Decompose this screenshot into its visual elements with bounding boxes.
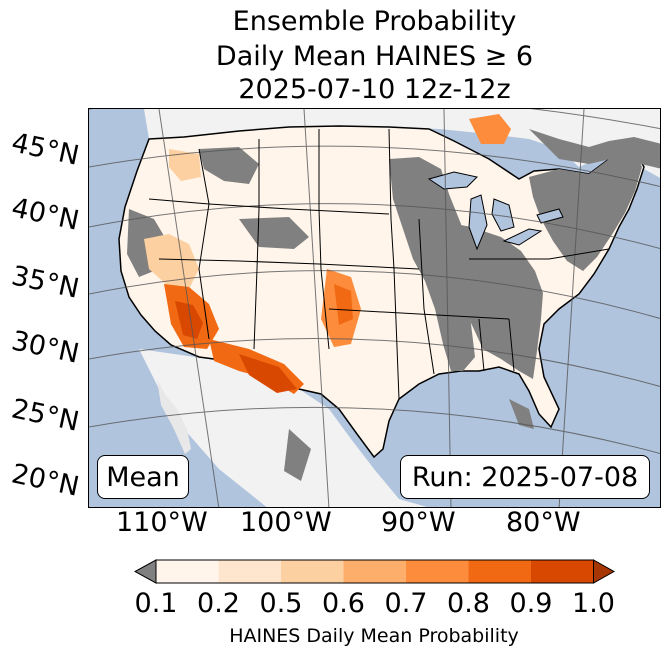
prob-region-idaho — [169, 149, 201, 181]
colorbar-label: HAINES Daily Mean Probability — [229, 625, 519, 647]
prob-region-nevada — [144, 234, 199, 289]
gridline-lon-90 — [443, 109, 452, 507]
lon-label-110w: 110°W — [116, 507, 208, 538]
colorbar-tick-3: 0.6 — [322, 588, 365, 619]
gridline-lat-45 — [89, 109, 660, 130]
gray-region-great-basin — [239, 217, 309, 249]
baja-peninsula — [157, 379, 191, 454]
colorbar-tick-2: 0.5 — [259, 588, 303, 619]
gridline-lon-100 — [303, 109, 330, 507]
gridlines — [89, 109, 660, 507]
canada-land — [144, 109, 660, 178]
lat-label-30n: 30°N — [8, 325, 82, 370]
colorbar-tick-5: 0.8 — [447, 588, 490, 619]
gridline-lat-25 — [89, 338, 660, 387]
gray-region-northeast — [529, 149, 642, 271]
colorbar-outline — [155, 559, 594, 584]
lat-label-20n: 20°N — [8, 458, 82, 503]
colorbar-tick-0: 0.1 — [134, 588, 178, 619]
lon-label-80w: 80°W — [506, 507, 581, 538]
colorbar — [133, 559, 616, 584]
title-line-1: Ensemble Probability — [232, 6, 517, 37]
title-line-3: 2025-07-10 12z-12z — [238, 74, 511, 105]
prob-region-mojave — [175, 301, 203, 339]
colorbar-tick-4: 0.7 — [384, 588, 428, 619]
colorbar-segment-4 — [406, 560, 469, 583]
prob-region-chihuahua — [239, 354, 297, 393]
gray-region-northern-rockies — [199, 147, 259, 184]
state-boundaries — [148, 128, 610, 400]
colorbar-segment-1 — [218, 560, 281, 583]
lon-label-100w: 100°W — [240, 507, 332, 538]
gridline-lat-35 — [89, 203, 660, 249]
lat-label-40n: 40°N — [8, 192, 82, 237]
colorbar-over-triangle — [593, 559, 616, 584]
colorbar-tick-1: 0.2 — [197, 588, 240, 619]
gray-region-ohio-valley — [441, 221, 543, 379]
colorbar-tick-7: 1.0 — [572, 588, 615, 619]
prob-region-kansas — [334, 284, 353, 325]
lake-ontario — [536, 208, 564, 224]
colorbar-segment-3 — [343, 560, 406, 583]
conus-land — [118, 125, 645, 459]
lake-erie — [502, 228, 543, 246]
colorbar-tick-6: 0.9 — [509, 588, 553, 619]
colorbar-under-triangle — [133, 559, 157, 584]
gridline-lon-110 — [158, 109, 220, 507]
map-panel — [88, 108, 661, 508]
gridline-lat-30 — [89, 270, 660, 319]
mexico-land — [139, 349, 427, 507]
gridline-lat-20 — [89, 406, 660, 454]
prob-region-ontario — [469, 114, 511, 144]
colorbar-segment-0 — [156, 560, 219, 583]
map-svg — [89, 109, 660, 507]
title-line-2: Daily Mean HAINES ≥ 6 — [215, 41, 534, 72]
gridline-lat-40 — [89, 145, 660, 188]
gray-region-mexico — [284, 429, 311, 481]
gray-region-canada-east — [529, 129, 660, 169]
colorbar-segment-2 — [281, 560, 344, 583]
colorbar-segment-6 — [531, 560, 594, 583]
run-date-box: Run: 2025-07-08 — [400, 455, 650, 499]
lake-superior — [427, 171, 479, 190]
colorbar-segment-5 — [468, 560, 531, 583]
lat-label-45n: 45°N — [8, 127, 82, 172]
lake-michigan — [468, 194, 488, 251]
lake-huron — [491, 198, 515, 232]
lat-label-25n: 25°N — [8, 393, 82, 438]
gridline-lon-80 — [558, 109, 585, 507]
mean-label-box: Mean — [97, 455, 189, 499]
lon-label-90w: 90°W — [381, 507, 456, 538]
gray-region-florida — [509, 399, 534, 429]
lat-label-35n: 35°N — [8, 260, 82, 305]
